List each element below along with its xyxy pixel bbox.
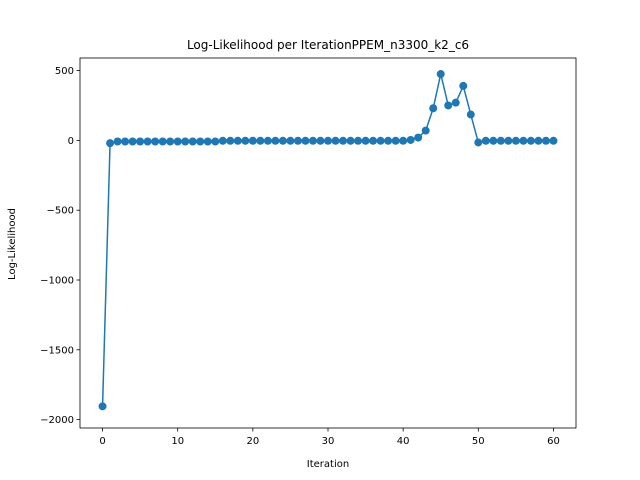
data-point-16 bbox=[218, 136, 227, 145]
data-point-0 bbox=[98, 402, 107, 411]
data-point-56 bbox=[519, 136, 528, 145]
data-point-11 bbox=[181, 137, 190, 146]
y-tick-label--1000: −1000 bbox=[40, 276, 74, 287]
data-point-18 bbox=[233, 136, 242, 145]
data-point-48 bbox=[459, 81, 468, 90]
data-point-10 bbox=[173, 137, 182, 146]
data-point-4 bbox=[128, 137, 137, 146]
data-point-59 bbox=[541, 136, 550, 145]
data-point-53 bbox=[496, 136, 505, 145]
y-tick-label--500: −500 bbox=[47, 206, 74, 217]
data-point-9 bbox=[166, 137, 175, 146]
data-point-27 bbox=[301, 136, 310, 145]
x-tick-label-20: 20 bbox=[246, 436, 259, 447]
data-point-41 bbox=[406, 135, 415, 144]
data-point-57 bbox=[526, 136, 535, 145]
data-point-37 bbox=[376, 136, 385, 145]
data-point-34 bbox=[354, 136, 363, 145]
x-tick-label-0: 0 bbox=[99, 436, 105, 447]
data-point-1 bbox=[106, 139, 115, 148]
data-point-54 bbox=[504, 136, 513, 145]
data-point-25 bbox=[286, 136, 295, 145]
y-tick-label--2000: −2000 bbox=[40, 415, 74, 426]
data-point-8 bbox=[158, 137, 167, 146]
data-point-60 bbox=[549, 136, 558, 145]
data-point-6 bbox=[143, 137, 152, 146]
x-tick-label-60: 60 bbox=[547, 436, 560, 447]
data-point-20 bbox=[248, 136, 257, 145]
data-point-44 bbox=[429, 104, 438, 113]
data-point-24 bbox=[278, 136, 287, 145]
data-point-35 bbox=[361, 136, 370, 145]
data-point-14 bbox=[203, 137, 212, 146]
data-point-21 bbox=[256, 136, 265, 145]
data-point-33 bbox=[346, 136, 355, 145]
data-point-2 bbox=[113, 137, 122, 146]
data-point-43 bbox=[421, 126, 430, 135]
x-tick-label-10: 10 bbox=[171, 436, 184, 447]
y-tick-label--1500: −1500 bbox=[40, 345, 74, 356]
data-point-38 bbox=[384, 136, 393, 145]
data-point-5 bbox=[136, 137, 145, 146]
plot-area: 0 10 20 30 40 50 60 −2000 −1500 −1000 −500 0 500 bbox=[40, 57, 577, 447]
data-point-31 bbox=[331, 136, 340, 145]
data-point-50 bbox=[474, 138, 483, 147]
x-tick-label-50: 50 bbox=[472, 436, 485, 447]
x-axis-title: Iteration bbox=[307, 459, 349, 470]
data-point-58 bbox=[534, 136, 543, 145]
data-point-40 bbox=[399, 136, 408, 145]
y-tick-label-0: 0 bbox=[68, 136, 74, 147]
data-point-45 bbox=[436, 70, 445, 79]
y-axis-title: Log-Likelihood bbox=[7, 208, 18, 280]
data-point-7 bbox=[151, 137, 160, 146]
data-point-13 bbox=[196, 137, 205, 146]
data-point-42 bbox=[414, 133, 423, 142]
data-point-17 bbox=[226, 136, 235, 145]
y-tick-label-500: 500 bbox=[55, 66, 74, 77]
data-point-3 bbox=[121, 137, 130, 146]
data-point-19 bbox=[241, 136, 250, 145]
data-point-52 bbox=[489, 136, 498, 145]
data-point-49 bbox=[466, 110, 475, 119]
data-point-29 bbox=[316, 136, 325, 145]
data-point-39 bbox=[391, 136, 400, 145]
chart-title: Log-Likelihood per IterationPPEM_n3300_k… bbox=[187, 38, 469, 52]
x-tick-label-40: 40 bbox=[397, 436, 410, 447]
data-point-23 bbox=[271, 136, 280, 145]
data-point-12 bbox=[188, 137, 197, 146]
data-point-30 bbox=[324, 136, 332, 145]
data-point-26 bbox=[293, 136, 302, 145]
data-point-36 bbox=[369, 136, 378, 145]
data-point-51 bbox=[481, 136, 490, 145]
data-point-47 bbox=[451, 98, 460, 107]
data-point-55 bbox=[511, 136, 520, 145]
x-tick-label-30: 30 bbox=[322, 436, 335, 447]
data-point-22 bbox=[263, 136, 272, 145]
data-point-32 bbox=[339, 136, 348, 145]
data-point-28 bbox=[308, 136, 317, 145]
data-point-15 bbox=[211, 137, 220, 146]
data-point-46 bbox=[444, 101, 453, 110]
